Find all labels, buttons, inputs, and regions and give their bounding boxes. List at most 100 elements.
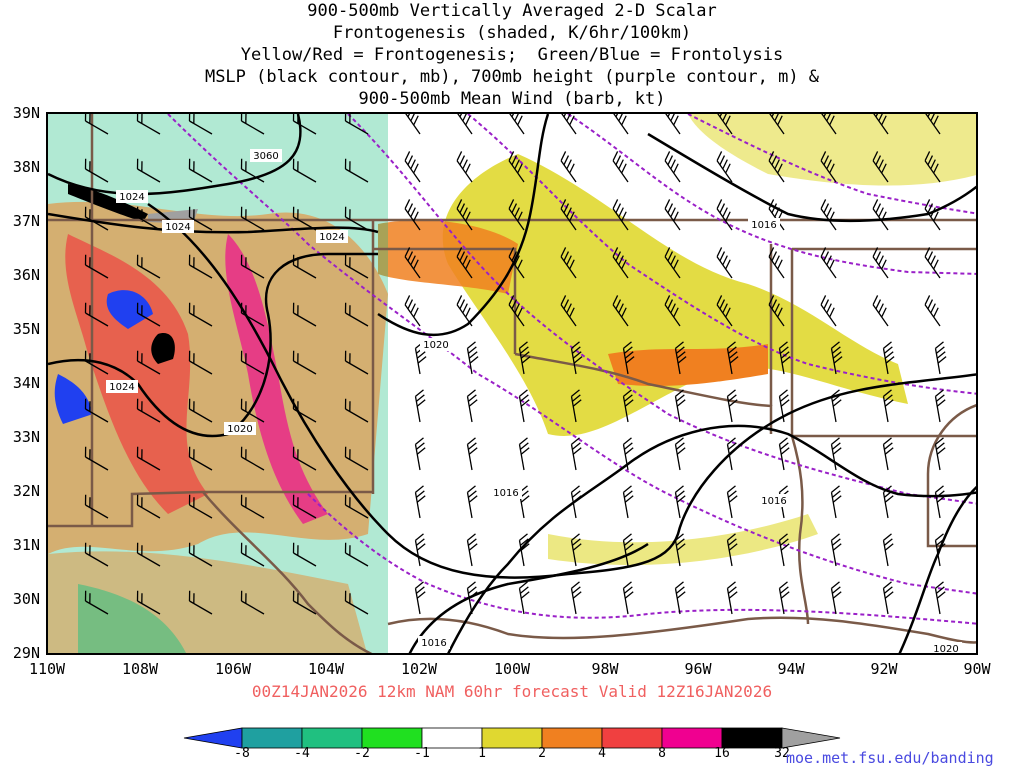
wind-barb-icon [84, 206, 109, 231]
wind-barb-icon [466, 437, 478, 471]
title-line-1: 900-500mb Vertically Averaged 2-D Scalar [307, 1, 717, 21]
site-url-link[interactable]: moe.met.fsu.edu/banding [786, 749, 994, 767]
colorbar-seg-9 [661, 727, 723, 749]
wind-barb-icon [344, 254, 369, 279]
mslp-label: 1020 [224, 422, 256, 435]
shade-orange-north [378, 220, 518, 294]
wind-barb-icon [344, 350, 369, 375]
wind-barb-icon [344, 590, 369, 615]
lon-label: 110W [28, 660, 66, 678]
wind-barb-icon [188, 494, 213, 519]
wind-barb-icon [622, 341, 635, 375]
mslp-label-text: 1016 [761, 496, 786, 507]
wind-barb-icon [872, 199, 889, 231]
mslp-label-text: 1016 [751, 220, 776, 231]
wind-barb-icon [924, 247, 941, 279]
wind-barb-icon [188, 446, 213, 471]
mslp-label-text: 1020 [227, 424, 252, 435]
wind-barb-icon [934, 485, 946, 519]
colorbar-seg-2 [241, 727, 303, 749]
wind-barb-icon [414, 389, 426, 423]
mslp-label: 1020 [930, 642, 962, 653]
wind-barb-icon [820, 114, 837, 135]
wind-barb-icon [934, 581, 946, 615]
wind-barb-icon [674, 485, 686, 519]
wind-barb-icon [570, 389, 582, 423]
wind-barb-icon [830, 437, 842, 471]
mslp-label-text: 1016 [493, 488, 518, 499]
colorbar-label: -1 [414, 746, 430, 761]
wind-barb-icon [508, 114, 525, 135]
height-contour-1 [167, 114, 976, 595]
wind-barb-icon [240, 158, 265, 183]
colorbar-seg-8 [601, 727, 663, 749]
wind-barb-icon [570, 341, 583, 375]
wind-barb-icon [136, 494, 161, 519]
wind-barb-icon [404, 295, 421, 327]
wind-barb-icon [188, 542, 213, 567]
wind-barb-icon [726, 581, 738, 615]
wind-barb-icon [560, 151, 577, 183]
mslp-contour-1016-mid [447, 424, 976, 653]
wind-barb-icon [768, 151, 785, 183]
wind-barb-icon [292, 446, 317, 471]
wind-barb-icon [456, 114, 473, 135]
wind-barb-icon [344, 542, 369, 567]
mslp-label: 1024 [316, 230, 348, 243]
mslp-label-text: 1024 [165, 222, 190, 233]
mslp-label-text: 1020 [423, 340, 448, 351]
wind-barb-icon [240, 542, 265, 567]
lon-label: 92W [870, 660, 898, 678]
lat-label: 30N [12, 590, 40, 608]
lat-label: 29N [12, 644, 40, 662]
shade-west-blue [54, 374, 93, 424]
height-label: 3060 [250, 149, 282, 162]
wind-barb-icon [84, 590, 109, 615]
wind-barb-icon [344, 446, 369, 471]
title-line-3: Yellow/Red = Frontogenesis; Green/Blue =… [240, 45, 784, 65]
wind-barb-icon [136, 302, 161, 327]
mslp-label: 1016 [490, 486, 522, 499]
mslp-label: 1016 [748, 218, 780, 231]
mslp-contour-1016-east [647, 132, 976, 222]
700mb-height-contours [167, 114, 976, 625]
lon-label: 108W [121, 660, 159, 678]
wind-barb-icon [622, 389, 634, 423]
wind-barb-icon [768, 295, 785, 327]
wind-barb-icon [240, 206, 265, 231]
wind-barb-icon [344, 114, 369, 135]
wind-barb-icon [830, 485, 842, 519]
wind-barb-icon [716, 247, 733, 279]
wind-barbs [84, 114, 947, 615]
wind-barb-icon [456, 247, 473, 279]
wind-barb-icon [882, 389, 894, 423]
wind-barb-icon [84, 542, 109, 567]
colorbar-seg-7 [541, 727, 603, 749]
wind-barb-icon [768, 247, 785, 279]
wind-barb-icon [726, 533, 738, 567]
mslp-label-text: 1024 [119, 192, 144, 203]
wind-barb-icon [778, 341, 791, 375]
wind-barb-icon [404, 114, 421, 135]
wind-barb-icon [674, 533, 686, 567]
border-coast [387, 616, 976, 644]
forecast-valid-text: 00Z14JAN2026 12km NAM 60hr forecast Vali… [251, 682, 773, 701]
colorbar-seg-10 [721, 727, 783, 749]
mslp-label: 1024 [116, 190, 148, 203]
wind-barb-icon [664, 199, 681, 231]
wind-barb-icon [882, 485, 894, 519]
wind-barb-icon [612, 295, 629, 327]
wind-barb-icon [872, 114, 889, 135]
wind-barb-icon [882, 581, 894, 615]
wind-barb-icon [456, 151, 473, 183]
wind-barb-icon [240, 350, 265, 375]
wind-barb-icon [414, 485, 426, 519]
lon-label: 106W [214, 660, 252, 678]
wind-barb-icon [456, 199, 473, 231]
shade-west-black-2 [68, 184, 148, 222]
colorbar-label: 4 [598, 746, 606, 761]
wind-barb-icon [84, 158, 109, 183]
lat-label: 36N [12, 266, 40, 284]
wind-barb-icon [508, 151, 525, 183]
colorbar-label: 16 [714, 746, 730, 761]
